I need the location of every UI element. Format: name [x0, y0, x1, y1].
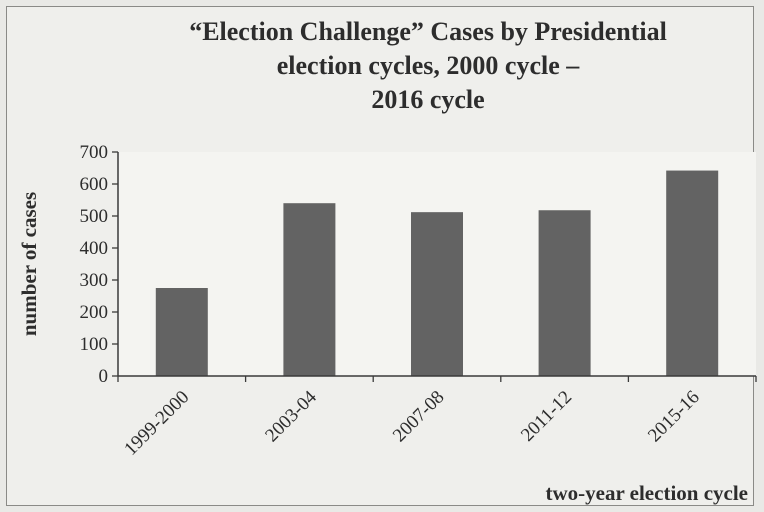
y-tick-label: 700 [80, 142, 109, 163]
y-tick-label: 100 [80, 334, 109, 355]
y-tick-label: 400 [80, 238, 109, 259]
y-tick-label: 200 [80, 302, 109, 323]
chart-title-line-1: “Election Challenge” Cases by Presidenti… [189, 17, 667, 46]
x-tick-label: 2015-16 [644, 387, 704, 447]
chart-title: “Election Challenge” Cases by Presidenti… [189, 17, 667, 114]
chart-title-line-3: 2016 cycle [371, 85, 484, 114]
bar-2003-04 [283, 203, 336, 376]
bar-2011-12 [538, 210, 591, 376]
chart-title-line-2: election cycles, 2000 cycle – [277, 51, 580, 80]
y-tick-label: 500 [80, 206, 109, 227]
y-tick-label: 0 [99, 366, 109, 387]
x-tick-label: 2003-04 [261, 386, 321, 446]
y-axis-ticks: 0 100 200 300 400 500 600 700 [80, 142, 118, 387]
y-axis-label: number of cases [17, 192, 41, 336]
bar-1999-2000 [155, 288, 208, 376]
bars [155, 170, 719, 376]
y-tick-label: 600 [80, 174, 109, 195]
x-axis-label: two-year election cycle [545, 481, 748, 505]
x-axis-ticks: 1999-2000 2003-04 2007-08 2011-12 2015-16 [117, 376, 757, 460]
bar-2015-16 [666, 170, 719, 376]
bar-2007-08 [411, 212, 463, 376]
x-tick-label: 2011-12 [517, 387, 576, 446]
x-tick-label: 2007-08 [389, 387, 449, 447]
y-tick-label: 300 [80, 270, 109, 291]
x-tick-label: 1999-2000 [120, 387, 193, 460]
